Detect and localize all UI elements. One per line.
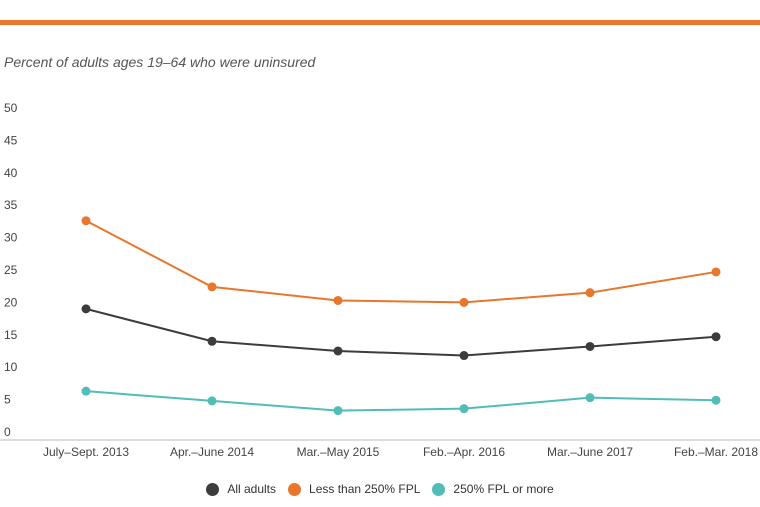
- data-point: [333, 346, 343, 356]
- x-tick-label: Apr.–June 2014: [170, 445, 254, 459]
- series-points: [81, 216, 721, 416]
- legend-label: Less than 250% FPL: [309, 482, 421, 496]
- legend-label: 250% FPL or more: [453, 482, 554, 496]
- legend-item: 250% FPL or more: [432, 482, 554, 496]
- data-point: [333, 295, 343, 305]
- y-tick-label: 40: [4, 166, 18, 180]
- legend-swatch: [432, 482, 446, 496]
- x-axis: July–Sept. 2013 Apr.–June 2014 Mar.–May 20…: [43, 445, 758, 459]
- data-point: [459, 404, 469, 414]
- y-tick-label: 0: [4, 425, 11, 439]
- data-point: [585, 288, 595, 298]
- y-tick-label: 25: [4, 263, 18, 277]
- data-point: [459, 297, 469, 307]
- x-tick-label: Feb.–Apr. 2016: [423, 445, 505, 459]
- y-tick-label: 20: [4, 295, 18, 309]
- legend-swatch: [288, 482, 302, 496]
- x-tick-label: Mar.–May 2015: [297, 445, 380, 459]
- y-tick-label: 45: [4, 133, 18, 147]
- series-line: [85, 219, 717, 304]
- series-line: [85, 390, 717, 412]
- data-point: [333, 406, 343, 416]
- series-line: [85, 307, 717, 357]
- data-point: [81, 216, 91, 226]
- data-point: [207, 336, 217, 346]
- chart-subtitle: Percent of adults ages 19–64 who were un…: [4, 54, 316, 70]
- x-tick-label: Mar.–June 2017: [547, 445, 633, 459]
- data-point: [711, 395, 721, 405]
- y-tick-label: 10: [4, 360, 18, 374]
- x-tick-label: Feb.–Mar. 2018: [674, 445, 758, 459]
- line-chart: 0 5 10 15 20 25 30 35 40 45 50 July–Sept. 2013 Apr.…: [0, 101, 760, 459]
- y-tick-label: 35: [4, 198, 18, 212]
- y-tick-label: 50: [4, 101, 18, 115]
- data-point: [81, 304, 91, 314]
- data-point: [207, 396, 217, 406]
- y-axis: 0 5 10 15 20 25 30 35 40 45 50: [4, 101, 18, 439]
- data-point: [585, 341, 595, 351]
- x-tick-label: July–Sept. 2013: [43, 445, 129, 459]
- series-lines: [85, 219, 717, 412]
- data-point: [459, 351, 469, 361]
- data-point: [585, 393, 595, 403]
- y-tick-label: 30: [4, 231, 18, 245]
- y-tick-label: 5: [4, 393, 11, 407]
- data-point: [711, 332, 721, 342]
- legend-swatch: [206, 482, 220, 496]
- top-accent-rule: [0, 20, 760, 25]
- data-point: [207, 282, 217, 292]
- legend-item: Less than 250% FPL: [288, 482, 420, 496]
- chart-legend: All adults Less than 250% FPL 250% FPL or …: [0, 482, 760, 496]
- data-point: [711, 267, 721, 277]
- legend-label: All adults: [227, 482, 277, 496]
- y-tick-label: 15: [4, 328, 18, 342]
- legend-item: All adults: [206, 482, 276, 496]
- data-point: [81, 386, 91, 396]
